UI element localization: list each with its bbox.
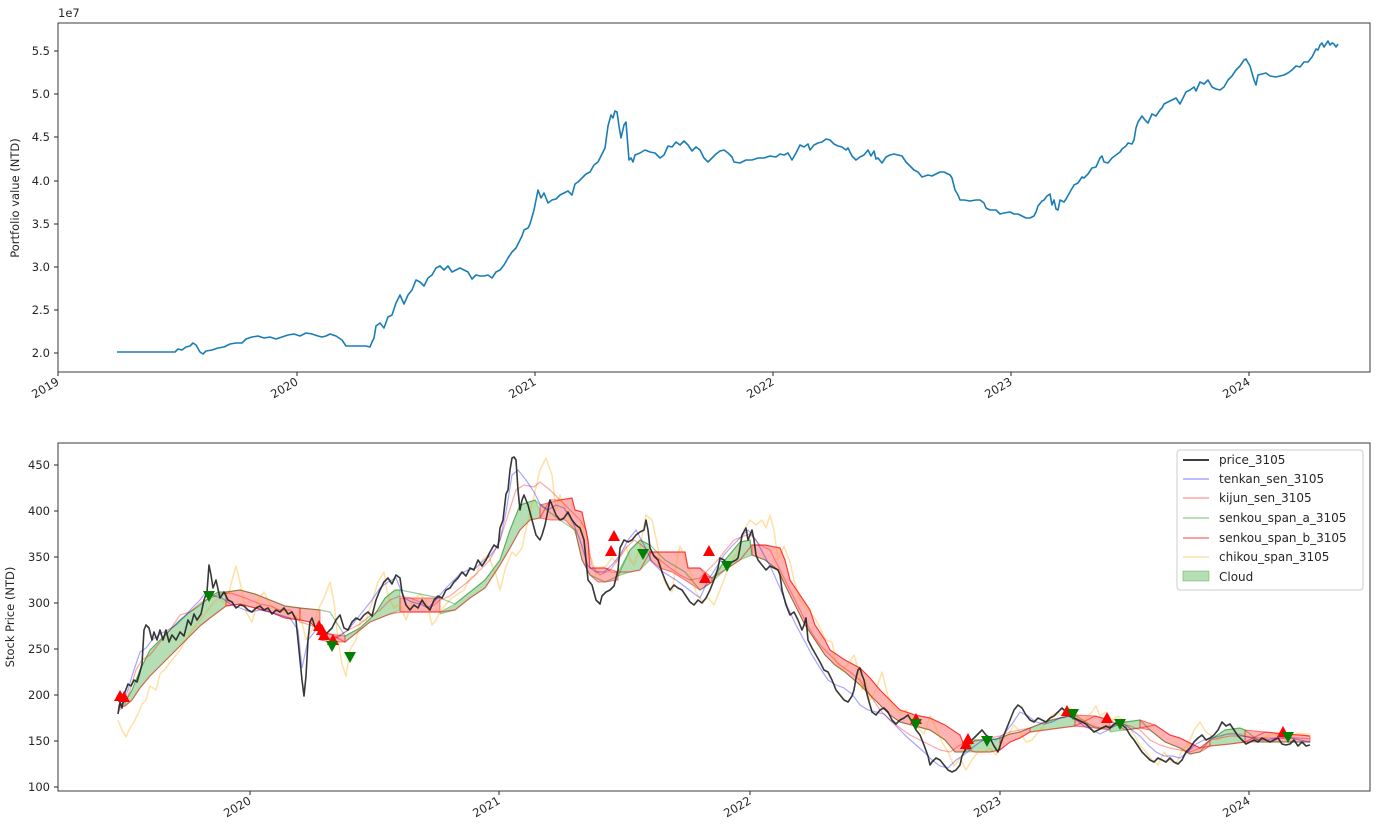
senkou-span-a-line — [117, 499, 1310, 755]
y-tick-label: 2.5 — [32, 303, 50, 317]
legend-item-senkou-span-b: senkou_span_b_3105 — [1183, 531, 1347, 545]
senkou-span-b-line — [117, 497, 1311, 753]
bottom-y-axis: 450 400 350 300 250 200 150 100 — [28, 458, 58, 794]
tenkan-sen-line — [117, 469, 1311, 769]
y-tick-label: 4.0 — [32, 174, 50, 188]
price-line — [117, 456, 1311, 773]
top-x-axis: 2019 2020 2021 2022 2023 2024 — [29, 372, 1253, 401]
buy-signal-markers — [114, 530, 1289, 749]
legend-label: Cloud — [1219, 570, 1253, 584]
legend-item-cloud: Cloud — [1182, 570, 1253, 584]
y-tick-label: 400 — [28, 504, 50, 518]
x-tick-label: 2023 — [971, 793, 1003, 820]
x-tick-label: 2021 — [470, 793, 502, 820]
bottom-axes-frame — [57, 442, 1371, 792]
y-tick-label: 300 — [28, 596, 50, 610]
x-tick-label: 2022 — [744, 374, 776, 401]
chikou-span-line — [117, 457, 1310, 771]
y-tick-label: 450 — [28, 458, 50, 472]
x-tick-label: 2024 — [1220, 793, 1252, 820]
y-tick-label: 5.0 — [32, 87, 50, 101]
x-tick-label: 2022 — [721, 793, 753, 820]
y-tick-label: 250 — [28, 642, 50, 656]
bottom-y-axis-label: Stock Price (NTD) — [3, 567, 17, 668]
y-tick-label: 5.5 — [32, 44, 50, 58]
y-tick-label: 2.0 — [32, 346, 50, 360]
y-tick-label: 350 — [28, 550, 50, 564]
legend-label: chikou_span_3105 — [1219, 550, 1329, 564]
sell-signal-markers — [203, 549, 1294, 747]
x-tick-label: 2019 — [29, 374, 61, 401]
legend-label: senkou_span_a_3105 — [1219, 511, 1346, 525]
legend-item-kijun-sen: kijun_sen_3105 — [1183, 491, 1312, 505]
top-axes-frame — [57, 22, 1371, 373]
legend-label: kijun_sen_3105 — [1219, 491, 1312, 505]
legend-item-senkou-span-a: senkou_span_a_3105 — [1183, 511, 1346, 525]
y-tick-label: 4.5 — [32, 130, 50, 144]
x-tick-label: 2023 — [982, 374, 1014, 401]
portfolio-value-chart: 1e7 5.5 5.0 4.5 4.0 3.5 3.0 2.5 2.0 Port… — [8, 6, 1371, 401]
legend-item-price: price_3105 — [1183, 453, 1285, 467]
y-offset-label: 1e7 — [58, 6, 80, 20]
portfolio-value-line — [117, 40, 1339, 355]
x-tick-label: 2021 — [506, 374, 538, 401]
legend-item-tenkan-sen: tenkan_sen_3105 — [1183, 472, 1324, 486]
y-tick-label: 200 — [28, 688, 50, 702]
legend: price_3105 tenkan_sen_3105 kijun_sen_310… — [1176, 449, 1364, 591]
bottom-x-axis: 2020 2021 2022 2023 2024 — [221, 791, 1253, 820]
y-tick-label: 3.5 — [32, 217, 50, 231]
legend-item-chikou-span: chikou_span_3105 — [1183, 550, 1329, 564]
x-tick-label: 2020 — [268, 374, 300, 401]
ichimoku-chart: 450 400 350 300 250 200 150 100 Stock Pr… — [3, 442, 1371, 820]
top-y-axis-label: Portfolio value (NTD) — [8, 138, 22, 258]
legend-label: price_3105 — [1219, 453, 1285, 467]
y-tick-label: 3.0 — [32, 260, 50, 274]
x-tick-label: 2024 — [1220, 374, 1252, 401]
legend-label: tenkan_sen_3105 — [1219, 472, 1324, 486]
top-y-axis: 5.5 5.0 4.5 4.0 3.5 3.0 2.5 2.0 — [32, 44, 58, 360]
legend-label: senkou_span_b_3105 — [1219, 531, 1347, 545]
y-tick-label: 100 — [28, 780, 50, 794]
y-tick-label: 150 — [28, 734, 50, 748]
x-tick-label: 2020 — [221, 793, 253, 820]
